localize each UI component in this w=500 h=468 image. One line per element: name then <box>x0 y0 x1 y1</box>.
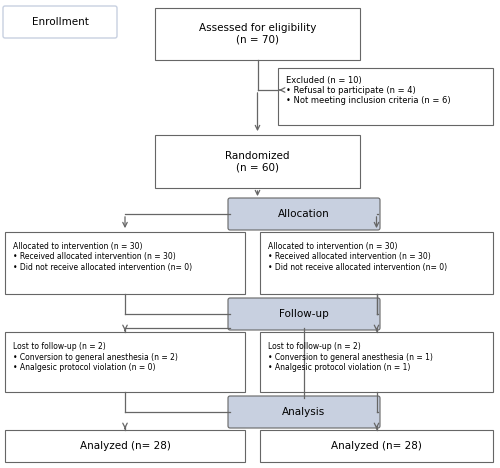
Text: Analyzed (n= 28): Analyzed (n= 28) <box>80 441 170 451</box>
FancyBboxPatch shape <box>260 430 493 462</box>
FancyBboxPatch shape <box>155 135 360 188</box>
Text: Allocated to intervention (n = 30)
• Received allocated intervention (n = 30)
• : Allocated to intervention (n = 30) • Rec… <box>268 242 447 272</box>
FancyBboxPatch shape <box>228 396 380 428</box>
Text: Allocation: Allocation <box>278 209 330 219</box>
Text: Follow-up: Follow-up <box>279 309 329 319</box>
Text: Allocated to intervention (n = 30)
• Received allocated intervention (n = 30)
• : Allocated to intervention (n = 30) • Rec… <box>13 242 192 272</box>
FancyBboxPatch shape <box>228 298 380 330</box>
Text: Analyzed (n= 28): Analyzed (n= 28) <box>331 441 422 451</box>
FancyBboxPatch shape <box>155 8 360 60</box>
Text: Enrollment: Enrollment <box>32 17 88 27</box>
FancyBboxPatch shape <box>5 232 245 294</box>
Text: Analysis: Analysis <box>282 407 326 417</box>
FancyBboxPatch shape <box>260 232 493 294</box>
Text: Lost to follow-up (n = 2)
• Conversion to general anesthesia (n = 2)
• Analgesic: Lost to follow-up (n = 2) • Conversion t… <box>13 342 178 372</box>
Text: Lost to follow-up (n = 2)
• Conversion to general anesthesia (n = 1)
• Analgesic: Lost to follow-up (n = 2) • Conversion t… <box>268 342 433 372</box>
Text: Randomized
(n = 60): Randomized (n = 60) <box>225 151 290 172</box>
FancyBboxPatch shape <box>278 68 493 125</box>
FancyBboxPatch shape <box>5 332 245 392</box>
FancyBboxPatch shape <box>3 6 117 38</box>
FancyBboxPatch shape <box>260 332 493 392</box>
Text: Excluded (n = 10)
• Refusal to participate (n = 4)
• Not meeting inclusion crite: Excluded (n = 10) • Refusal to participa… <box>286 76 450 105</box>
FancyBboxPatch shape <box>5 430 245 462</box>
Text: Assessed for eligibility
(n = 70): Assessed for eligibility (n = 70) <box>199 23 316 45</box>
FancyBboxPatch shape <box>228 198 380 230</box>
